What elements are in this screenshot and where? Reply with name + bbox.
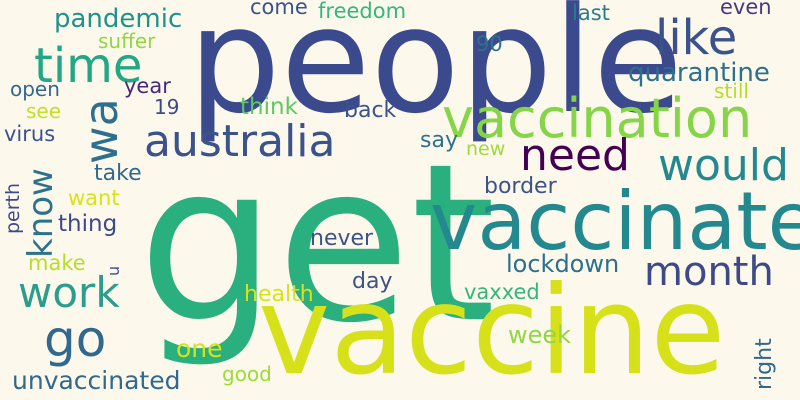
word-good: good	[222, 362, 272, 386]
word-still: still	[714, 79, 749, 103]
word-new: new	[466, 138, 506, 160]
word-month: month	[644, 249, 774, 295]
word-need: need	[520, 130, 630, 181]
word-think: think	[240, 94, 298, 120]
word-come: come	[250, 0, 308, 19]
word-health: health	[244, 282, 314, 307]
word-lockdown: lockdown	[506, 250, 620, 278]
word-vaccine: vaccine	[258, 260, 726, 400]
word-get: get	[138, 118, 496, 371]
word-like: like	[655, 10, 738, 66]
word-unvaccinated: unvaccinated	[12, 366, 181, 395]
word-open: open	[10, 77, 60, 101]
word-people: people	[188, 0, 683, 146]
word-say: say	[420, 128, 458, 153]
word-suffer: suffer	[98, 29, 156, 53]
word-pandemic: pandemic	[54, 4, 183, 34]
word-perth: perth	[2, 182, 24, 234]
word-virus: virus	[4, 122, 56, 146]
word-day: day	[352, 269, 393, 294]
word-wa: wa	[74, 98, 128, 164]
word-never: never	[310, 226, 374, 251]
word-year: year	[124, 74, 171, 98]
word-freedom: freedom	[318, 0, 407, 23]
word-make: make	[28, 251, 86, 275]
word-work: work	[18, 268, 120, 317]
word-u: u	[104, 265, 123, 276]
word-border: border	[484, 174, 557, 199]
word-time: time	[34, 38, 143, 94]
word-90: 90	[476, 32, 503, 56]
word-one: one	[176, 334, 223, 363]
word-19: 19	[154, 95, 180, 119]
word-would: would	[658, 140, 789, 191]
word-see: see	[26, 99, 62, 123]
word-last: last	[572, 1, 610, 25]
word-thing: thing	[58, 211, 118, 237]
word-go: go	[44, 310, 107, 368]
word-even: even	[720, 0, 772, 19]
word-vaccination: vaccination	[442, 87, 753, 150]
word-know: know	[21, 168, 61, 258]
word-week: week	[508, 321, 572, 349]
word-want: want	[68, 186, 120, 210]
word-quarantine: quarantine	[628, 58, 770, 88]
word-vaccinate: vaccinate	[430, 175, 800, 268]
word-australia: australia	[144, 116, 336, 167]
word-take: take	[94, 161, 142, 186]
word-back: back	[344, 98, 397, 123]
word-vaxxed: vaxxed	[464, 280, 540, 304]
word-right: right	[752, 338, 777, 390]
